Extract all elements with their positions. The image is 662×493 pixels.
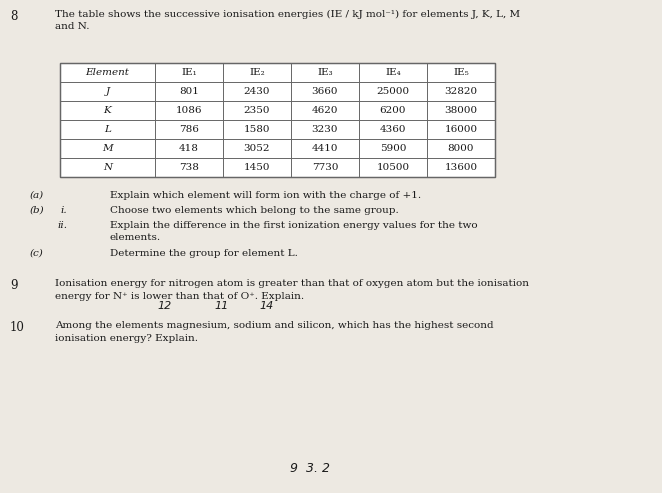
Text: (a): (a) — [30, 191, 44, 200]
Text: 418: 418 — [179, 144, 199, 153]
Text: IE₅: IE₅ — [453, 68, 469, 77]
Text: 4620: 4620 — [312, 106, 338, 115]
Text: 8000: 8000 — [448, 144, 474, 153]
Text: energy for N⁺ is lower than that of O⁺. Explain.: energy for N⁺ is lower than that of O⁺. … — [55, 292, 304, 301]
Bar — [60, 63, 495, 177]
Text: 786: 786 — [179, 125, 199, 134]
Text: 1450: 1450 — [244, 163, 270, 172]
Text: 16000: 16000 — [444, 125, 477, 134]
Text: 7730: 7730 — [312, 163, 338, 172]
Text: J: J — [105, 87, 110, 96]
Bar — [60, 63, 495, 177]
Text: 2350: 2350 — [244, 106, 270, 115]
Text: L: L — [104, 125, 111, 134]
Text: 6200: 6200 — [380, 106, 406, 115]
Text: Element: Element — [85, 68, 130, 77]
Text: 3660: 3660 — [312, 87, 338, 96]
Text: Among the elements magnesium, sodium and silicon, which has the highest second: Among the elements magnesium, sodium and… — [55, 321, 494, 330]
Text: 738: 738 — [179, 163, 199, 172]
Text: 9  3. 2: 9 3. 2 — [290, 462, 330, 475]
Text: M: M — [102, 144, 113, 153]
Text: 801: 801 — [179, 87, 199, 96]
Text: Ionisation energy for nitrogen atom is greater than that of oxygen atom but the : Ionisation energy for nitrogen atom is g… — [55, 279, 529, 288]
Text: 14: 14 — [260, 301, 274, 311]
Text: ionisation energy? Explain.: ionisation energy? Explain. — [55, 334, 198, 343]
Text: 2430: 2430 — [244, 87, 270, 96]
Text: Choose two elements which belong to the same group.: Choose two elements which belong to the … — [110, 206, 399, 215]
Text: 12: 12 — [158, 301, 172, 311]
Text: 4360: 4360 — [380, 125, 406, 134]
Text: 10500: 10500 — [377, 163, 410, 172]
Text: 9: 9 — [10, 279, 17, 292]
Text: K: K — [104, 106, 111, 115]
Text: 8: 8 — [10, 10, 17, 23]
Text: (c): (c) — [30, 249, 44, 258]
Text: 25000: 25000 — [377, 87, 410, 96]
Text: 3052: 3052 — [244, 144, 270, 153]
Text: Determine the group for element L.: Determine the group for element L. — [110, 249, 298, 258]
Text: 3230: 3230 — [312, 125, 338, 134]
Text: 4410: 4410 — [312, 144, 338, 153]
Text: IE₄: IE₄ — [385, 68, 401, 77]
Text: Explain which element will form ion with the charge of +1.: Explain which element will form ion with… — [110, 191, 421, 200]
Text: IE₁: IE₁ — [181, 68, 197, 77]
Text: ii.: ii. — [57, 221, 67, 230]
Text: elements.: elements. — [110, 233, 161, 242]
Text: 5900: 5900 — [380, 144, 406, 153]
Text: The table shows the successive ionisation energies (IE / kJ mol⁻¹) for elements : The table shows the successive ionisatio… — [55, 10, 520, 19]
Text: 10: 10 — [10, 321, 25, 334]
Text: Explain the difference in the first ionization energy values for the two: Explain the difference in the first ioni… — [110, 221, 477, 230]
Text: 38000: 38000 — [444, 106, 477, 115]
Text: 32820: 32820 — [444, 87, 477, 96]
Text: (b): (b) — [30, 206, 44, 215]
Text: N: N — [103, 163, 112, 172]
Text: 1086: 1086 — [175, 106, 203, 115]
Text: IE₂: IE₂ — [249, 68, 265, 77]
Text: i.: i. — [60, 206, 67, 215]
Text: 11: 11 — [215, 301, 229, 311]
Text: 13600: 13600 — [444, 163, 477, 172]
Text: IE₃: IE₃ — [317, 68, 333, 77]
Text: and N.: and N. — [55, 22, 89, 31]
Text: 1580: 1580 — [244, 125, 270, 134]
